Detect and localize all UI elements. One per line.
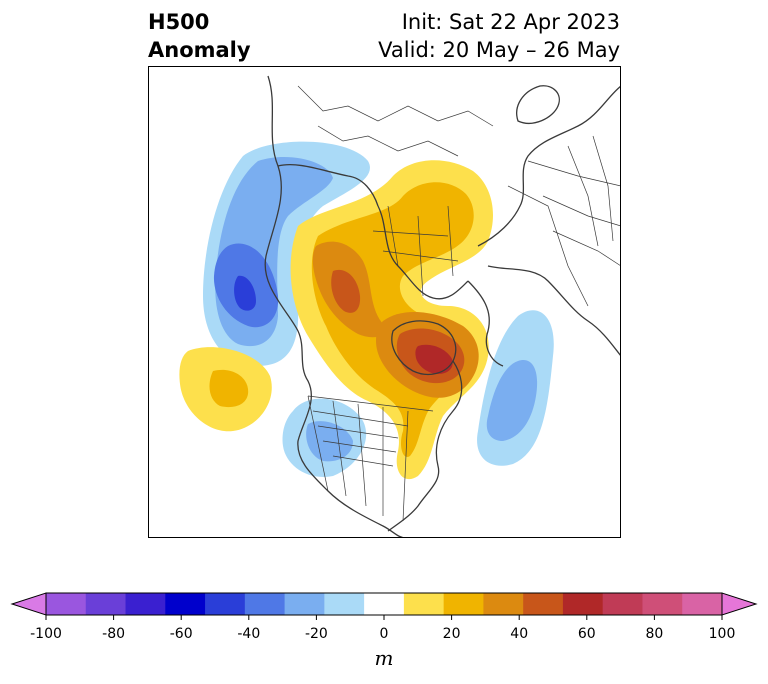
colorbar-max-extension: [721, 592, 758, 616]
state-borders: [307, 395, 434, 522]
colorbar-cell: [443, 593, 484, 615]
colorbar-tick-label: -40: [237, 626, 260, 642]
map-subtitle: Init: Sat 22 Apr 2023 Valid: 20 May – 26…: [378, 8, 620, 64]
coast-greenland: [467, 280, 504, 367]
negative-anomaly-north-atlantic: [477, 310, 554, 466]
coast-island-north: [516, 85, 560, 124]
colorbar-cell: [364, 593, 405, 615]
coast-alaska: [277, 164, 379, 207]
anomaly-map: [148, 66, 621, 538]
colorbar-tick-label: -20: [305, 626, 328, 642]
negative-anomaly-western-us: [282, 398, 367, 477]
valid-range: Valid: 20 May – 26 May: [378, 38, 620, 62]
colorbar-cell: [483, 593, 524, 615]
colorbar-tick-label: -100: [30, 626, 62, 642]
coast-siberia: [477, 85, 621, 247]
coastlines: [264, 75, 621, 538]
northern-borders: [297, 85, 494, 157]
colorbar-cell: [125, 593, 166, 615]
colorbar-ticks: -100 -80 -60 -40 -20 0 20 40 60 80 100: [30, 615, 735, 642]
colorbar-tick-label: 60: [578, 626, 596, 642]
colorbar-tick-label: 100: [709, 626, 736, 642]
map-frame: [148, 66, 621, 538]
colorbar-tick-label: -80: [102, 626, 125, 642]
colorbar-cell: [284, 593, 325, 615]
colorbar: -100 -80 -60 -40 -20 0 20 40 60 80 100: [10, 592, 758, 642]
title-variable: H500: [148, 10, 210, 34]
title-field: Anomaly: [148, 38, 251, 62]
colorbar-cell: [244, 593, 286, 615]
colorbar-cell: [682, 593, 723, 615]
colorbar-tick-label: -60: [170, 626, 193, 642]
positive-anomaly-hudson-bay: [376, 311, 479, 398]
colorbar-cell: [403, 593, 445, 615]
coast-europe: [487, 265, 621, 357]
country-borders: [507, 135, 621, 307]
colorbar-cell: [46, 593, 87, 615]
colorbar-cell: [205, 593, 246, 615]
coast-east-america: [387, 360, 463, 532]
positive-anomaly-north-pacific: [179, 347, 272, 432]
colorbar-min-extension: [10, 592, 47, 616]
coast-west-americas: [264, 75, 407, 538]
colorbar-cells: [46, 593, 723, 615]
colorbar-tick-label: 20: [443, 626, 461, 642]
colorbar-cell: [165, 593, 206, 615]
province-borders: [372, 205, 459, 297]
colorbar-cell: [523, 593, 564, 615]
colorbar-tick-label: 40: [510, 626, 528, 642]
colorbar-cell: [562, 593, 604, 615]
colorbar-cell: [85, 593, 127, 615]
colorbar-cell: [642, 593, 683, 615]
colorbar-tick-label: 0: [380, 626, 389, 642]
map-title: H500 Anomaly: [148, 8, 251, 64]
borders: [297, 85, 621, 522]
init-date: Init: Sat 22 Apr 2023: [401, 10, 620, 34]
coast-arctic-canada: [377, 205, 469, 300]
negative-anomaly-bering-sea: [203, 141, 370, 366]
colorbar-units: m: [374, 646, 394, 670]
colorbar-cell: [324, 593, 365, 615]
colorbar-tick-label: 80: [645, 626, 663, 642]
colorbar-cell: [602, 593, 643, 615]
